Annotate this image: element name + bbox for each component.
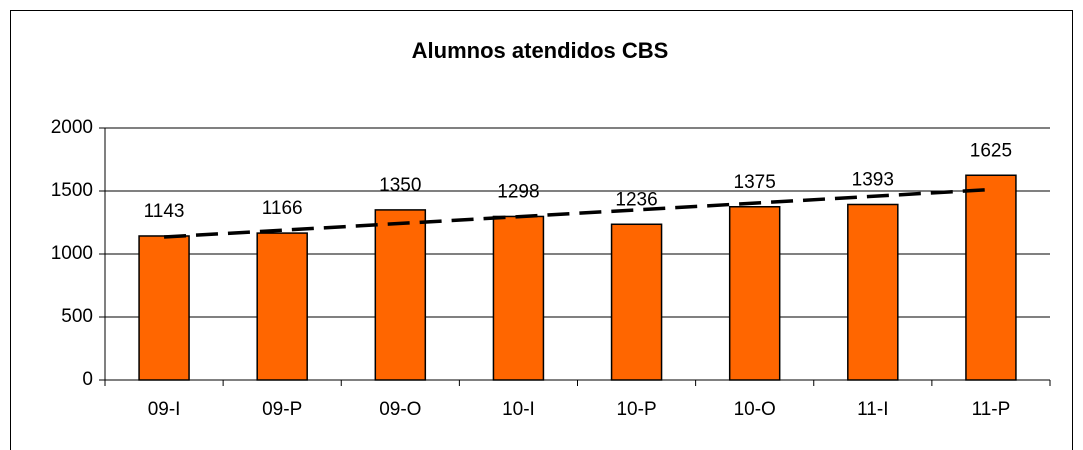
y-tick-label: 500: [61, 306, 93, 327]
bar: [256, 232, 308, 381]
y-tick-label: 2000: [51, 117, 93, 138]
y-tick-label: 1000: [51, 243, 93, 264]
data-label: 1350: [379, 175, 421, 196]
y-tick-label: 1500: [51, 180, 93, 201]
chart-title: Alumnos atendidos CBS: [412, 38, 669, 63]
data-label: 1375: [734, 172, 776, 193]
data-label: 1625: [970, 140, 1012, 161]
x-tick-label: 11-I: [857, 399, 888, 420]
data-label: 1143: [144, 201, 185, 222]
bar: [965, 174, 1017, 381]
x-tick-label: 10-I: [502, 399, 535, 420]
y-tick-label: 0: [82, 369, 93, 390]
x-tick-label: 11-P: [972, 399, 1011, 420]
bar: [374, 209, 427, 381]
bar: [492, 215, 545, 381]
bar: [610, 223, 663, 381]
bar: [138, 235, 190, 381]
x-tick-label: 09-P: [262, 399, 302, 420]
data-label: 1393: [852, 169, 894, 190]
x-tick-label: 09-I: [148, 399, 181, 420]
trend-line: [163, 187, 992, 239]
data-label: 1298: [497, 181, 539, 202]
data-label: 1236: [615, 189, 657, 210]
x-tick-label: 10-O: [734, 399, 776, 420]
x-tick-label: 09-O: [379, 399, 421, 420]
x-tick-label: 10-P: [616, 399, 656, 420]
bar: [847, 203, 899, 381]
data-label: 1166: [262, 198, 303, 219]
bar: [728, 206, 781, 381]
